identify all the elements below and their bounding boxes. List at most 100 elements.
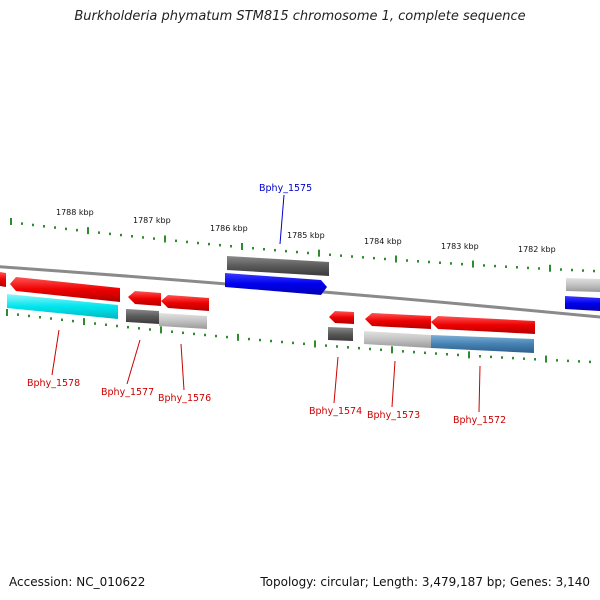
scale-tick-minor (127, 325, 129, 329)
scale-tick-minor (439, 261, 441, 264)
gene-bphy-1574[interactable] (328, 311, 354, 341)
scale-tick-major (241, 242, 243, 250)
leader-line-bphy-1578 (51, 329, 60, 376)
scale-tick-minor (523, 357, 525, 360)
feature-bar-light-gray (566, 278, 600, 292)
gene-bphy-1576[interactable] (159, 295, 209, 329)
scale-tick-minor (39, 315, 41, 319)
scale-tick-minor (197, 241, 199, 245)
scale-tick-minor (182, 331, 184, 335)
scale-tick-minor (567, 359, 569, 363)
gene-label-bphy-1573[interactable]: Bphy_1573 (367, 410, 420, 421)
scale-tick-minor (50, 317, 52, 320)
gene-label-bphy-1578[interactable]: Bphy_1578 (27, 378, 80, 389)
scale-tick-minor (208, 242, 210, 246)
gene-arrow-forward[interactable] (565, 296, 600, 311)
scale-tick-minor (153, 237, 155, 240)
gene-arrow-reverse[interactable] (365, 313, 431, 329)
scale-tick-minor (417, 260, 419, 263)
gene-arrow-forward[interactable] (225, 273, 327, 295)
scale-tick-minor (204, 333, 206, 337)
gene-arrow-reverse[interactable] (10, 277, 120, 302)
scale-tick-minor (457, 353, 459, 357)
gene-label-bphy-1577[interactable]: Bphy_1577 (101, 387, 154, 398)
scale-tick-minor (296, 250, 298, 254)
scale-tick-minor (479, 355, 481, 358)
gene-bphy-1578[interactable] (7, 277, 120, 319)
scale-tick-major (545, 355, 547, 363)
feature-bar-dark-gray (227, 256, 329, 276)
scale-tick-minor (347, 346, 349, 349)
gene-arrow-reverse[interactable] (431, 316, 535, 334)
scale-tick-major (391, 346, 393, 354)
scale-tick-minor (263, 247, 265, 251)
scale-tick-minor (270, 339, 272, 343)
gene-bphy-1573[interactable] (364, 313, 431, 348)
scale-ticks-upper (10, 218, 595, 273)
gene-label-bphy-1576[interactable]: Bphy_1576 (158, 393, 211, 404)
feature-bar-dark-gray (126, 309, 159, 324)
scale-tick-minor (230, 244, 232, 248)
scale-tick-minor (32, 223, 34, 227)
scale-tick-minor (446, 352, 448, 356)
scale-tick-minor (490, 355, 492, 359)
gene-arrow-reverse[interactable] (161, 295, 209, 311)
leader-line-bphy-1572 (478, 365, 481, 413)
scale-tick-minor (138, 327, 140, 330)
feature-bar-cyan (7, 294, 118, 319)
scale-tick-minor (358, 346, 360, 350)
scale-tick-minor (556, 359, 558, 362)
gene-bphy-1575[interactable] (225, 273, 327, 295)
scale-tick-minor (362, 256, 364, 259)
scale-tick-minor (171, 330, 173, 333)
scale-tick-major (83, 318, 85, 326)
scale-tick-minor (248, 337, 250, 341)
scale-tick-minor (215, 334, 217, 338)
scale-tick-minor (226, 335, 228, 339)
leader-line-bphy-1577 (126, 339, 141, 385)
scale-tick-minor (43, 225, 45, 228)
scale-tick-minor (380, 348, 382, 352)
scale-tick-minor (534, 358, 536, 361)
scale-tick-minor (61, 318, 63, 322)
scale-tick-minor (116, 324, 118, 328)
scale-tick-minor (538, 267, 540, 270)
scale-tick-minor (516, 266, 518, 269)
gene-bphy-1572[interactable] (431, 316, 535, 353)
scale-tick-minor (369, 347, 371, 351)
scale-tick-minor (17, 313, 19, 316)
scale-tick-minor (351, 255, 353, 258)
scale-tick-minor (259, 338, 261, 342)
gene-arrow-reverse[interactable] (329, 311, 354, 324)
scale-tick-minor (193, 332, 195, 336)
leader-line-bphy-1574 (333, 356, 339, 404)
leader-line-bphy-1576 (180, 343, 185, 391)
scale-tick-minor (435, 352, 437, 355)
scale-tick-major (10, 218, 12, 225)
scale-tick-major (6, 309, 8, 316)
gene-label-bphy-1575[interactable]: Bphy_1575 (259, 183, 312, 194)
gene-label-bphy-1572[interactable]: Bphy_1572 (453, 415, 506, 426)
scale-tick-major (87, 227, 89, 235)
gene-bphy-1577[interactable] (126, 291, 161, 324)
scale-tick-minor (589, 360, 591, 364)
scale-tick-minor (76, 228, 78, 232)
scale-tick-major (395, 255, 397, 263)
gene-label-bphy-1574[interactable]: Bphy_1574 (309, 406, 362, 417)
scale-tick-minor (120, 233, 122, 237)
scale-tick-minor (292, 341, 294, 345)
scale-tick-minor (373, 256, 375, 260)
scale-tick-minor (450, 262, 452, 265)
scale-tick-minor (252, 246, 254, 250)
scale-tick-minor (142, 236, 144, 239)
gene-forward-right-edge[interactable] (565, 296, 600, 311)
scale-tick-minor (413, 350, 415, 354)
gene-arrow-reverse[interactable] (128, 291, 161, 306)
scale-tick-minor (424, 351, 426, 355)
gene-arrow-reverse-left-edge[interactable] (0, 272, 6, 287)
scale-tick-minor (512, 356, 514, 360)
scale-tick-minor (406, 259, 408, 262)
kbp-label-1785: 1785 kbp (287, 231, 325, 240)
scale-tick-minor (483, 264, 485, 267)
